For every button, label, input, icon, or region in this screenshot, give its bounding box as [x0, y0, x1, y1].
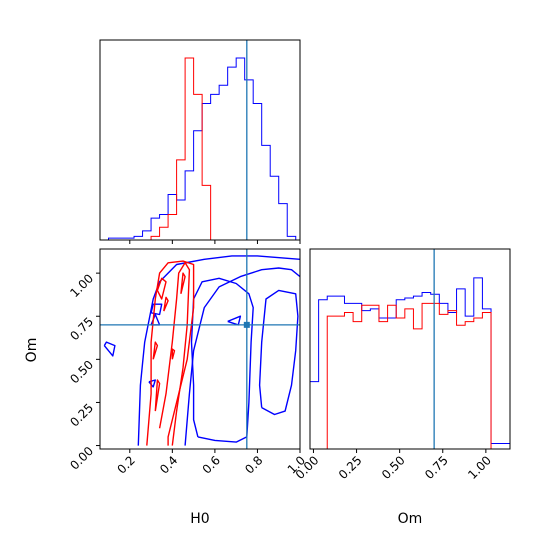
contour-series-a-8: [150, 303, 163, 316]
contour-series-a-7: [227, 315, 242, 326]
contour-series-a-4: [258, 289, 299, 416]
h0-tick-label: 0.6: [200, 453, 223, 476]
contour-series-b-3: [152, 341, 159, 360]
om-y-tick-label: 1.00: [67, 271, 96, 300]
om-x-axis-label: Om: [398, 511, 423, 527]
om-y-tick-label: 0.25: [67, 401, 96, 430]
om-x-tick-label: 0.25: [336, 453, 365, 482]
contour-truth-marker: [243, 321, 250, 328]
om-marginal-histogram: 0.00 0.25 0.50 0.75 1.00 Om: [293, 248, 511, 527]
contour-series-b-0: [146, 260, 195, 446]
contour-series-a-3: [190, 277, 254, 443]
h0-tick-label: 0.8: [242, 453, 265, 476]
om-x-tick-label: 1.00: [465, 453, 494, 482]
h0-om-contour-panel: 0.2 0.4 0.6 0.8 1.0 0.000.250.500.751.00 H0 …: [24, 248, 308, 527]
h0-hist-series-b: [100, 57, 296, 241]
contour-series-a-0: [137, 255, 300, 446]
contour-series-a-6: [148, 379, 156, 388]
om-hist-frame: [309, 248, 511, 450]
h0-marginal-histogram: [99, 39, 301, 244]
om-y-tick-label: 0.75: [67, 314, 96, 343]
om-x-tick-label: 0.75: [422, 453, 451, 482]
contour-series-b-5: [180, 272, 186, 294]
contour-series-b-7: [154, 379, 161, 412]
om-hist-series-a: [309, 277, 511, 449]
h0-tick-label: 0.2: [115, 453, 138, 476]
h0-axis-label: H0: [190, 511, 209, 527]
h0-hist-frame: [99, 39, 301, 241]
om-y-axis-label: Om: [24, 338, 40, 363]
om-y-tick-label: 0.00: [67, 444, 96, 473]
contour-series-b-1: [158, 262, 191, 446]
contour-series-b-2: [156, 277, 167, 300]
h0-hist-series-a: [100, 57, 297, 241]
h0-tick-label: 0.4: [157, 453, 180, 476]
contour-series-a-2: [184, 267, 300, 446]
contour-series-b-6: [163, 296, 169, 312]
contour-frame: [99, 248, 301, 450]
om-x-tick-label: 0.50: [379, 453, 408, 482]
om-hist-series-b: [310, 302, 510, 450]
contour-series-a-1: [103, 341, 116, 357]
contour-series-b-4: [171, 348, 176, 360]
om-y-tick-label: 0.50: [67, 358, 96, 387]
